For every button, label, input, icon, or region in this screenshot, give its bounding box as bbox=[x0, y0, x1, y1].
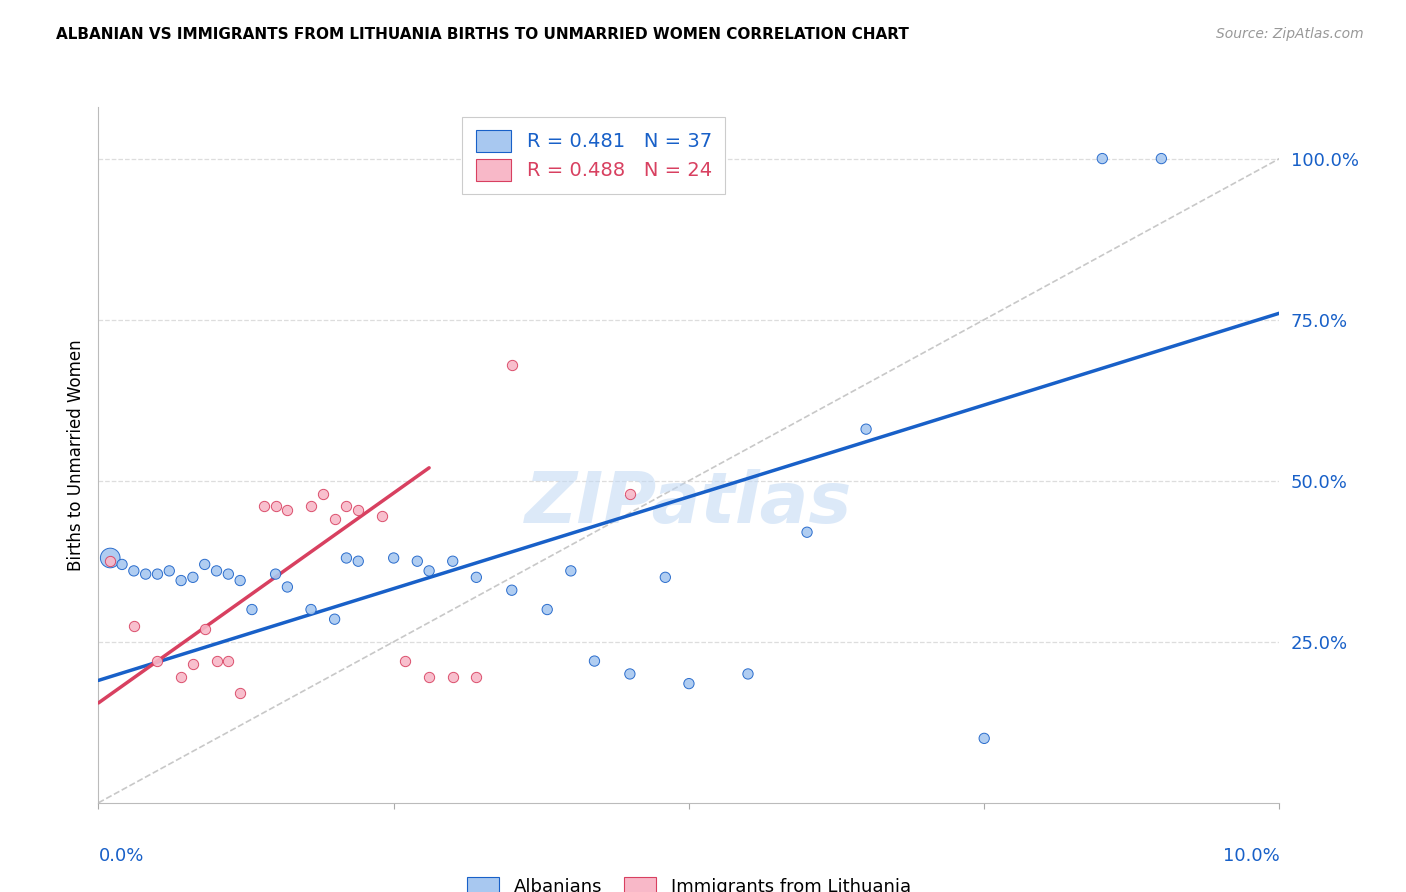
Point bbox=[264, 567, 287, 582]
Point bbox=[323, 612, 346, 626]
Point bbox=[98, 554, 121, 568]
Point bbox=[205, 564, 228, 578]
Point bbox=[276, 502, 298, 516]
Point bbox=[194, 622, 217, 636]
Point bbox=[737, 667, 759, 681]
Text: ALBANIAN VS IMMIGRANTS FROM LITHUANIA BIRTHS TO UNMARRIED WOMEN CORRELATION CHAR: ALBANIAN VS IMMIGRANTS FROM LITHUANIA BI… bbox=[56, 27, 910, 42]
Text: Source: ZipAtlas.com: Source: ZipAtlas.com bbox=[1216, 27, 1364, 41]
Point bbox=[371, 509, 394, 524]
Point bbox=[654, 570, 676, 584]
Point bbox=[217, 567, 239, 582]
Point bbox=[122, 618, 145, 632]
Point bbox=[157, 564, 180, 578]
Legend: Albanians, Immigrants from Lithuania: Albanians, Immigrants from Lithuania bbox=[458, 868, 920, 892]
Text: ZIPatlas: ZIPatlas bbox=[526, 469, 852, 538]
Point bbox=[583, 654, 606, 668]
Point bbox=[299, 602, 322, 616]
Point bbox=[441, 554, 464, 568]
Point bbox=[796, 525, 818, 540]
Point bbox=[146, 567, 169, 582]
Point bbox=[217, 654, 239, 668]
Point bbox=[501, 358, 523, 372]
Point bbox=[394, 654, 416, 668]
Point bbox=[98, 551, 121, 566]
Point bbox=[347, 554, 370, 568]
Point bbox=[111, 558, 134, 572]
Point bbox=[253, 500, 276, 514]
Point bbox=[335, 551, 357, 566]
Point bbox=[441, 670, 464, 684]
Point bbox=[855, 422, 877, 436]
Point bbox=[181, 570, 204, 584]
Point bbox=[181, 657, 204, 672]
Point bbox=[122, 564, 145, 578]
Point bbox=[229, 574, 252, 588]
Point bbox=[312, 486, 335, 500]
Text: 0.0%: 0.0% bbox=[98, 847, 143, 865]
Text: 10.0%: 10.0% bbox=[1223, 847, 1279, 865]
Point bbox=[560, 564, 582, 578]
Point bbox=[536, 602, 558, 616]
Point bbox=[619, 667, 641, 681]
Point bbox=[1091, 152, 1114, 166]
Point bbox=[146, 654, 169, 668]
Point bbox=[135, 567, 157, 582]
Point bbox=[323, 512, 346, 526]
Point bbox=[205, 654, 228, 668]
Point bbox=[276, 580, 298, 594]
Point bbox=[299, 500, 322, 514]
Point bbox=[229, 686, 252, 700]
Point bbox=[194, 558, 217, 572]
Point bbox=[418, 564, 440, 578]
Point bbox=[1150, 152, 1173, 166]
Point bbox=[264, 500, 287, 514]
Point bbox=[678, 676, 700, 690]
Point bbox=[170, 574, 193, 588]
Point bbox=[347, 502, 370, 516]
Point bbox=[619, 486, 641, 500]
Point bbox=[382, 551, 405, 566]
Point bbox=[465, 570, 488, 584]
Point bbox=[406, 554, 429, 568]
Point bbox=[240, 602, 263, 616]
Point bbox=[501, 583, 523, 598]
Y-axis label: Births to Unmarried Women: Births to Unmarried Women bbox=[66, 339, 84, 571]
Point bbox=[170, 670, 193, 684]
Point bbox=[418, 670, 440, 684]
Point bbox=[335, 500, 357, 514]
Point bbox=[973, 731, 995, 746]
Point bbox=[465, 670, 488, 684]
